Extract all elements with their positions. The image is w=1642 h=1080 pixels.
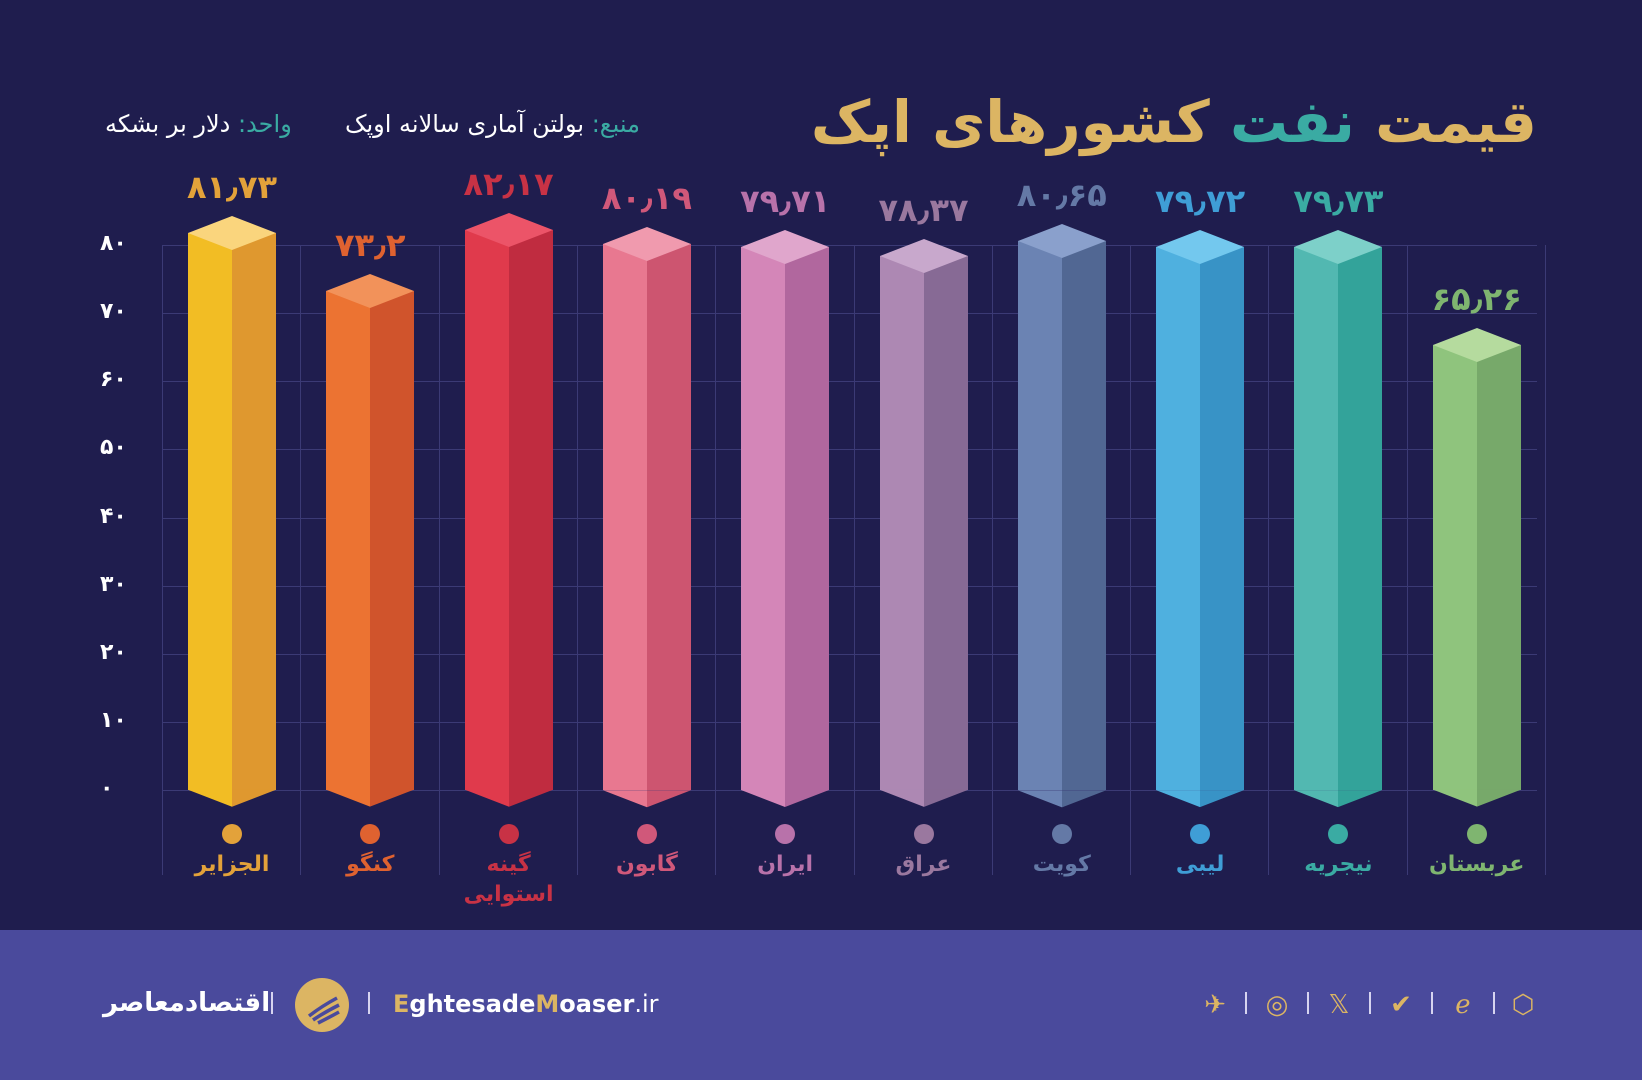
- bar-10: [1432, 328, 1521, 807]
- legend-dot: [1051, 824, 1072, 844]
- gridline: [162, 245, 1537, 246]
- y-axis-tick: ۷۰: [100, 299, 127, 325]
- instagram-icon[interactable]: ◎: [1265, 990, 1289, 1020]
- legend-dot: [1328, 824, 1349, 844]
- gridline: [162, 313, 1537, 315]
- category-label: عربستان: [1428, 852, 1525, 877]
- gridline-vertical: [1406, 245, 1408, 875]
- category-label: ایران: [757, 852, 814, 877]
- gridline-vertical: [1545, 245, 1546, 875]
- footer-divider: [1431, 992, 1433, 1014]
- checkmark-shield-icon[interactable]: ✔: [1390, 990, 1412, 1020]
- footer-divider: [1245, 992, 1247, 1014]
- gridline-vertical: [576, 245, 578, 875]
- brand-wordmark: اقتصادمعاصر: [103, 988, 271, 1018]
- footer-divider: [1369, 992, 1371, 1014]
- y-axis-tick: ۸۰: [100, 231, 127, 256]
- title-accent: نفت: [1229, 88, 1356, 156]
- legend-dot: [360, 824, 381, 844]
- website-link[interactable]: EghtesadeMoaser.ir: [393, 990, 659, 1018]
- footer-divider: [1493, 992, 1495, 1014]
- footer-divider: [271, 992, 273, 1014]
- gridline-vertical: [1130, 245, 1132, 875]
- category-label: کویت: [1032, 852, 1091, 877]
- gridline-vertical: [991, 245, 993, 875]
- source-label: منبع:: [591, 110, 640, 138]
- legend-dot: [498, 824, 519, 844]
- x-icon[interactable]: 𝕏: [1328, 990, 1350, 1020]
- category-label: عراق: [895, 852, 952, 877]
- value-label: ۸۰٫۶۵: [1016, 175, 1107, 214]
- gridline-vertical: [715, 245, 717, 875]
- gridline: [162, 653, 1537, 655]
- bar-9: [1294, 229, 1383, 807]
- value-label: ۷۹٫۷۱: [740, 181, 831, 220]
- page-title: قیمت نفت کشورهای اپک: [810, 88, 1538, 156]
- category-label: گینه استوایی: [463, 852, 554, 907]
- y-axis-tick: ۲۰: [100, 639, 127, 665]
- bar-2: [326, 274, 415, 807]
- y-axis-tick: ۵۰: [100, 435, 127, 461]
- gridline-vertical: [1268, 245, 1270, 875]
- source-line: منبع: بولتن آماری سالانه اوپک: [345, 110, 640, 138]
- legend-dot: [775, 824, 796, 844]
- gridline: [162, 381, 1537, 383]
- bar-1: [188, 216, 276, 807]
- y-axis-tick: ۳۰: [100, 571, 127, 597]
- gridline-vertical: [853, 245, 855, 875]
- gridline-vertical: [162, 245, 163, 875]
- gridline: [162, 517, 1537, 519]
- gridline: [162, 585, 1537, 587]
- y-axis-tick: ۴۰: [100, 503, 127, 529]
- category-label: گابون: [615, 852, 678, 877]
- gridline-vertical: [300, 245, 302, 875]
- bar-chart: ۰ ۱۰ ۲۰ ۳۰ ۴۰ ۵۰ ۶۰ ۷۰ ۸۰ ۸۱٫۷۳ الجزایر ۷۳٫۲ کنگو ۸۲٫…: [100, 165, 1546, 907]
- unit-label: واحد:: [238, 110, 292, 138]
- y-axis-tick: ۱۰: [100, 707, 127, 733]
- bar-7: [1017, 223, 1106, 807]
- gridline: [162, 790, 1537, 791]
- title-part3: کشورهای اپک: [810, 88, 1211, 156]
- value-label: ۷۹٫۷۲: [1155, 181, 1246, 220]
- category-label: نیجریه: [1304, 852, 1373, 877]
- hexagon-icon[interactable]: ⬡: [1511, 990, 1535, 1020]
- value-label: ۸۱٫۷۳: [186, 168, 278, 207]
- title-part1: قیمت: [1375, 88, 1538, 156]
- bar-6: [879, 239, 968, 807]
- value-label: ۷۹٫۷۳: [1293, 181, 1384, 220]
- value-label: ۸۰٫۱۹: [601, 178, 692, 217]
- unit-value: دلار بر بشکه: [105, 110, 231, 138]
- e-logo-icon[interactable]: ℯ: [1455, 990, 1471, 1020]
- value-label: ۷۳٫۲: [335, 226, 406, 265]
- legend-dot: [913, 824, 934, 844]
- footer-divider: [1307, 992, 1309, 1014]
- y-axis-tick: ۶۰: [100, 367, 127, 393]
- category-label: کنگو: [346, 852, 395, 877]
- bar-3: [464, 213, 553, 807]
- legend-dot: [1466, 824, 1487, 844]
- category-label: الجزایر: [194, 852, 270, 877]
- value-label: ۷۸٫۳۷: [878, 191, 969, 230]
- y-axis-tick: ۰: [100, 776, 114, 801]
- legend-dot: [1190, 824, 1211, 844]
- legend-dot: [222, 824, 242, 844]
- source-value: بولتن آماری سالانه اوپک: [345, 110, 585, 138]
- brand-logo-icon: [295, 978, 349, 1032]
- bar-5: [741, 229, 830, 807]
- unit-line: واحد: دلار بر بشکه: [105, 110, 292, 138]
- footer: [0, 930, 1642, 1080]
- gridline-vertical: [438, 245, 440, 875]
- telegram-icon[interactable]: ✈: [1204, 990, 1226, 1020]
- gridline: [162, 721, 1537, 723]
- gridline: [162, 449, 1537, 451]
- value-label: ۶۵٫۲۶: [1431, 280, 1522, 319]
- legend-dot: [636, 824, 657, 844]
- bar-4: [602, 226, 691, 807]
- category-label: لیبی: [1175, 852, 1225, 877]
- bar-8: [1156, 229, 1245, 807]
- value-label: ۸۲٫۱۷: [463, 165, 554, 204]
- footer-divider: [368, 992, 370, 1014]
